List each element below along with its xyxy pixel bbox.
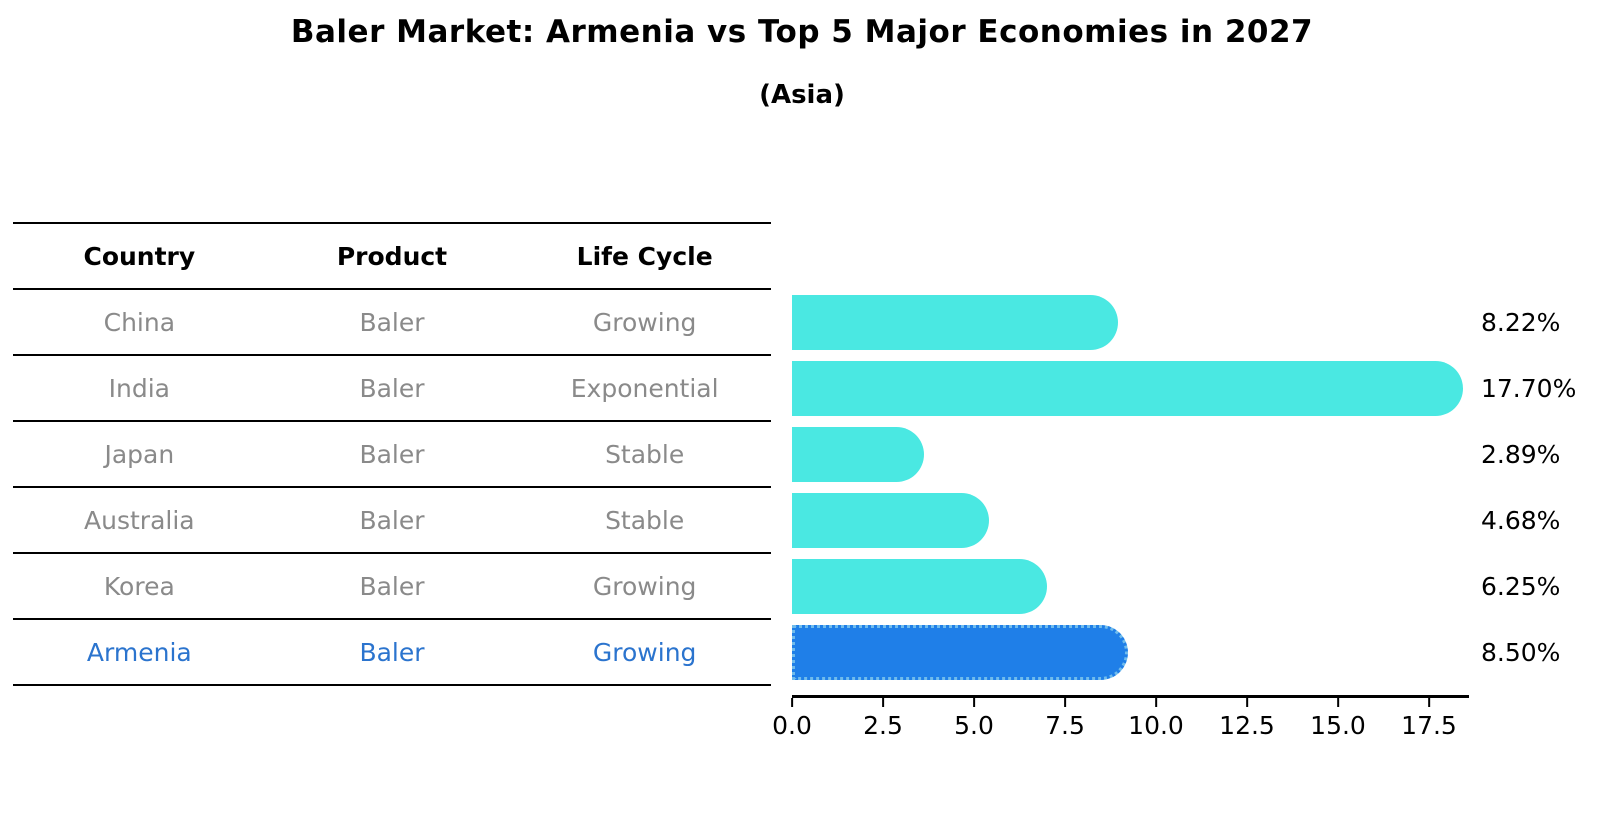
bar-korea	[792, 559, 1047, 614]
cell-product: Baler	[359, 439, 425, 469]
x-axis: 0.0 2.5 5.0 7.5 10.0 12.5 15.0 17.5	[772, 695, 1469, 740]
cell-country: China	[103, 307, 176, 337]
tick-mark	[1154, 698, 1157, 707]
cell-country: Australia	[84, 505, 195, 535]
tick-label: 2.5	[863, 711, 903, 740]
x-tick-0: 0.0	[772, 698, 812, 740]
tick-label: 17.5	[1401, 711, 1457, 740]
tick-label: 15.0	[1310, 711, 1366, 740]
cell-life-cycle: Stable	[605, 439, 685, 469]
tick-label: 7.5	[1045, 711, 1085, 740]
cell-country: Korea	[103, 571, 175, 601]
tick-mark	[881, 698, 884, 707]
cell-life-cycle: Stable	[605, 505, 685, 535]
cell-life-cycle: Growing	[592, 571, 697, 601]
cell-life-cycle: Exponential	[570, 373, 719, 403]
bar-india	[792, 361, 1464, 416]
value-label-japan: 2.89%	[1481, 440, 1561, 469]
tick-mark	[790, 698, 793, 707]
bar-china	[792, 295, 1119, 350]
value-label-armenia: 8.50%	[1481, 638, 1561, 667]
table-row-korea: Korea Baler Growing	[13, 554, 771, 620]
cell-product: Baler	[359, 637, 425, 667]
cell-country: India	[108, 373, 170, 403]
cell-life-cycle: Growing	[592, 637, 697, 667]
tick-label: 10.0	[1128, 711, 1184, 740]
table-row-australia: Australia Baler Stable	[13, 488, 771, 554]
x-tick-5: 12.5	[1219, 698, 1275, 740]
x-tick-4: 10.0	[1128, 698, 1184, 740]
bar-row-china	[792, 290, 1468, 356]
value-labels: 8.22% 17.70% 2.89% 4.68% 6.25% 8.50%	[1481, 290, 1576, 686]
bar-row-japan	[792, 422, 1468, 488]
x-tick-7: 17.5	[1401, 698, 1457, 740]
x-tick-6: 15.0	[1310, 698, 1366, 740]
chart-subtitle: (Asia)	[759, 80, 845, 110]
bar-row-australia	[792, 488, 1468, 554]
tick-label: 0.0	[772, 711, 812, 740]
tick-mark	[1063, 698, 1066, 707]
table-row-india: India Baler Exponential	[13, 356, 771, 422]
cell-country: Armenia	[86, 637, 192, 667]
bar-armenia	[792, 625, 1129, 680]
value-label-korea: 6.25%	[1481, 572, 1561, 601]
cell-life-cycle: Growing	[592, 307, 697, 337]
table-header-row: Country Product Life Cycle	[13, 224, 771, 290]
bar-japan	[792, 427, 925, 482]
col-header-product: Product	[336, 241, 448, 271]
tick-mark	[1427, 698, 1430, 707]
table-row-armenia: Armenia Baler Growing	[13, 620, 771, 686]
cell-product: Baler	[359, 373, 425, 403]
x-tick-1: 2.5	[863, 698, 903, 740]
col-header-life-cycle: Life Cycle	[576, 241, 713, 271]
x-tick-3: 7.5	[1045, 698, 1085, 740]
cell-country: Japan	[104, 439, 175, 469]
tick-label: 5.0	[954, 711, 994, 740]
country-table: Country Product Life Cycle China Baler G…	[13, 222, 771, 686]
chart-title: Baler Market: Armenia vs Top 5 Major Eco…	[290, 14, 1314, 50]
tick-label: 12.5	[1219, 711, 1275, 740]
bar-row-korea	[792, 554, 1468, 620]
table-row-china: China Baler Growing	[13, 290, 771, 356]
value-label-india: 17.70%	[1481, 374, 1577, 403]
table-row-japan: Japan Baler Stable	[13, 422, 771, 488]
cell-product: Baler	[359, 505, 425, 535]
value-label-australia: 4.68%	[1481, 506, 1561, 535]
tick-mark	[1245, 698, 1248, 707]
bar-australia	[792, 493, 990, 548]
value-label-china: 8.22%	[1481, 308, 1561, 337]
bar-row-armenia	[792, 620, 1468, 686]
cell-product: Baler	[359, 307, 425, 337]
tick-mark	[972, 698, 975, 707]
cell-product: Baler	[359, 571, 425, 601]
x-axis-line	[792, 695, 1469, 698]
col-header-country: Country	[83, 241, 196, 271]
bar-row-india	[792, 356, 1468, 422]
bar-chart	[792, 290, 1468, 686]
x-tick-2: 5.0	[954, 698, 994, 740]
tick-mark	[1336, 698, 1339, 707]
